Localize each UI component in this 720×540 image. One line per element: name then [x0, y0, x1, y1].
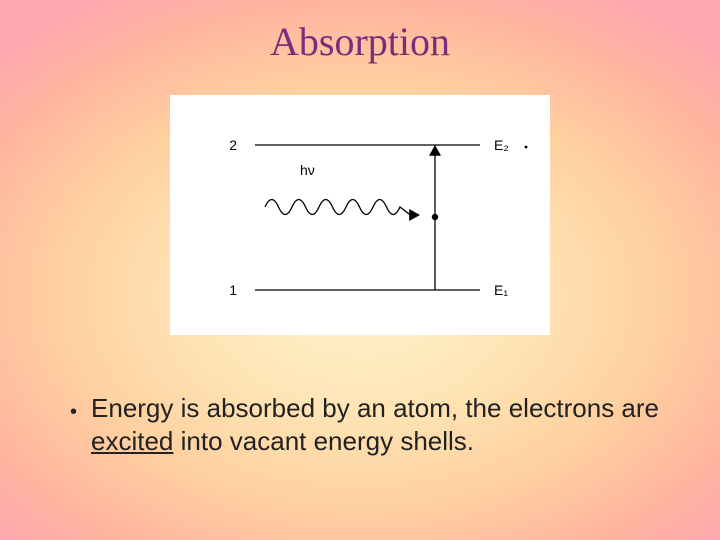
- svg-text:2: 2: [229, 137, 237, 153]
- bullet-content: Energy is absorbed by an atom, the elect…: [91, 392, 670, 457]
- svg-text:E₁: E₁: [494, 282, 508, 298]
- bullet-post: into vacant energy shells.: [173, 426, 474, 456]
- energy-level-svg: 2 E₂ 1 E₁ hν: [170, 95, 550, 335]
- slide-title: Absorption: [0, 18, 720, 65]
- bullet-text: • Energy is absorbed by an atom, the ele…: [70, 392, 670, 457]
- slide: Absorption 2 E₂ 1 E₁ hν • Energy is absorbed…: [0, 0, 720, 540]
- absorption-diagram: 2 E₂ 1 E₁ hν: [170, 95, 550, 335]
- svg-text:E₂: E₂: [494, 137, 509, 153]
- svg-text:1: 1: [229, 282, 237, 298]
- bullet-dot-icon: •: [70, 402, 77, 422]
- bullet-pre: Energy is absorbed by an atom, the elect…: [91, 393, 659, 423]
- bullet-underlined: excited: [91, 426, 173, 456]
- svg-text:hν: hν: [300, 162, 315, 178]
